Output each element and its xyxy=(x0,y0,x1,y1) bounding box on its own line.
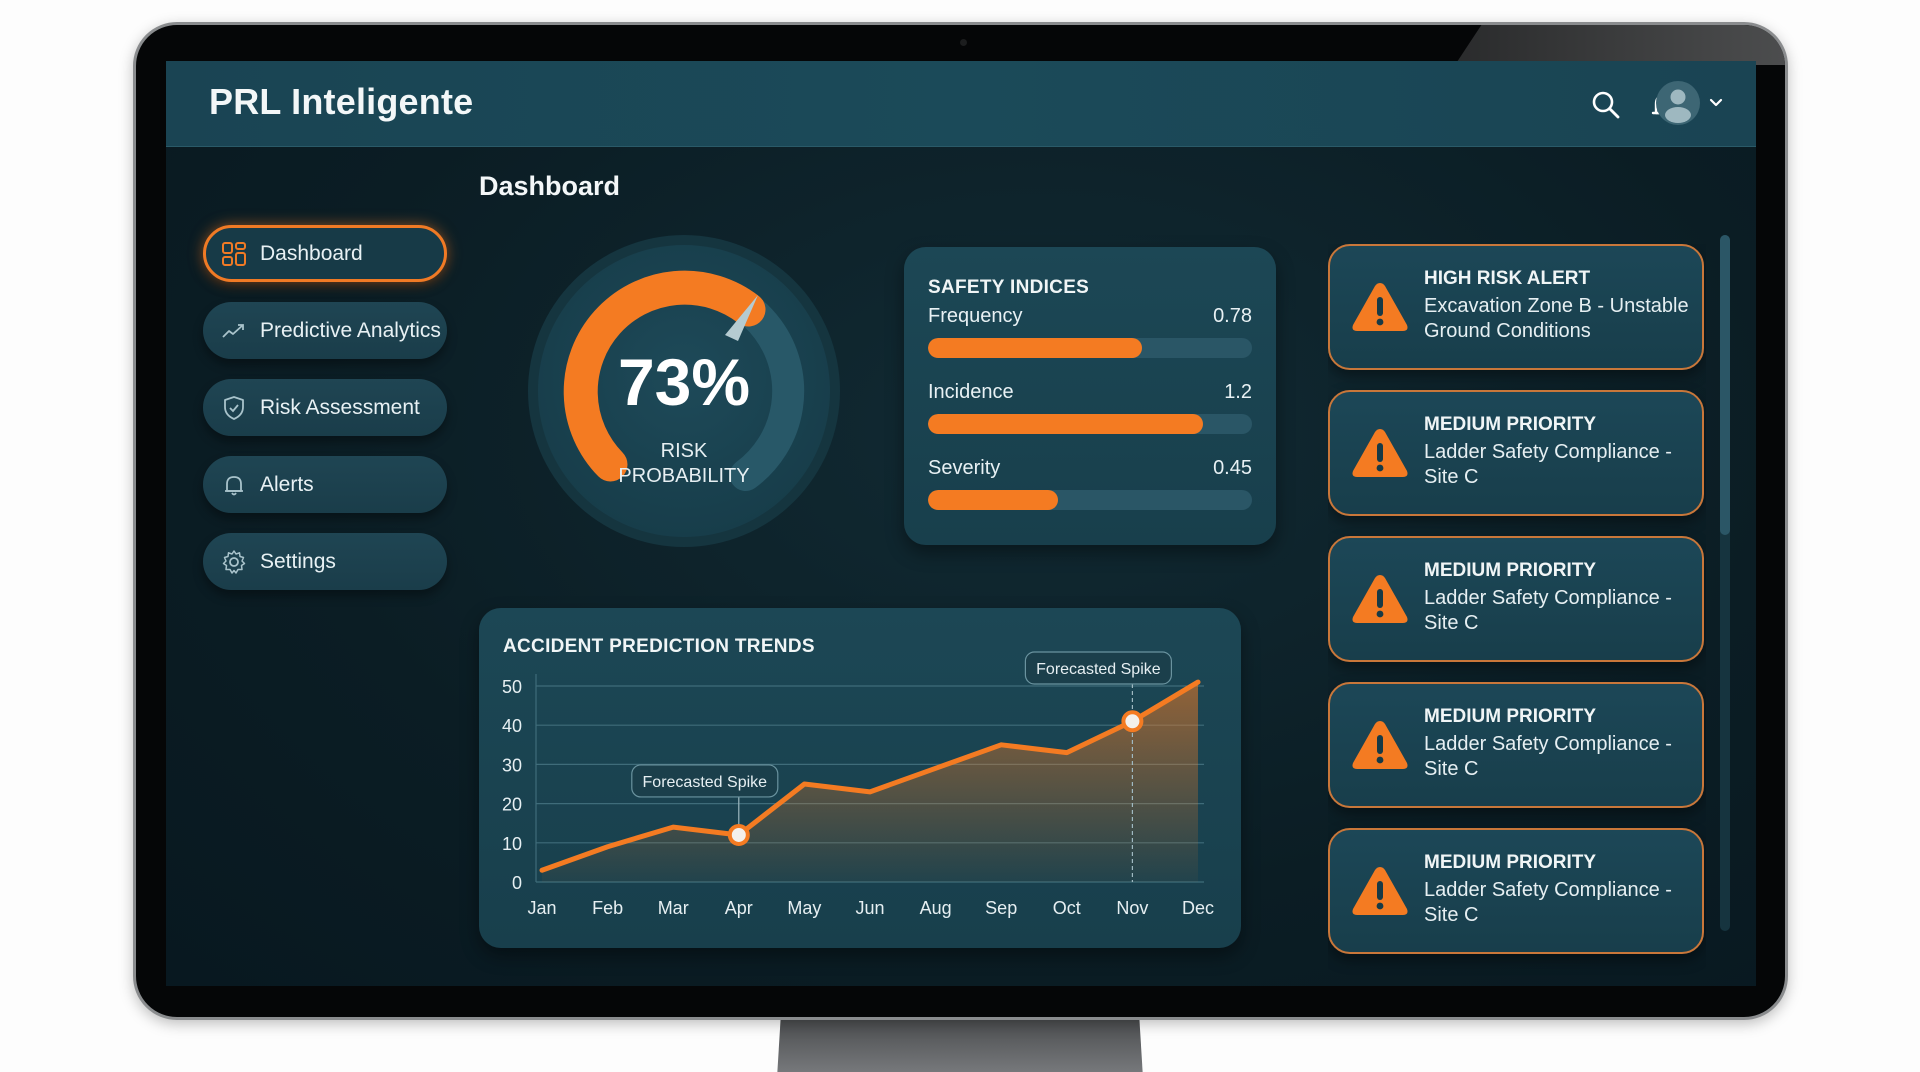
x-tick-label: Mar xyxy=(658,898,689,918)
annotation-tooltip xyxy=(1024,651,1173,685)
data-point-marker[interactable] xyxy=(727,823,750,846)
progress-fill xyxy=(928,414,1204,434)
progress-fill xyxy=(928,338,1142,358)
alert-title: HIGH RISK ALERT xyxy=(1424,268,1591,289)
sidebar-item-dashboard[interactable]: Dashboard xyxy=(203,225,447,282)
x-tick-label: Feb xyxy=(592,898,623,918)
warning-icon xyxy=(1352,429,1408,477)
index-label: Incidence xyxy=(928,381,1014,403)
alert-title: MEDIUM PRIORITY xyxy=(1424,560,1597,581)
annotation-label: Forecasted Spike xyxy=(1036,661,1161,678)
progress-bar xyxy=(928,338,1252,358)
trend-up-icon xyxy=(222,323,244,338)
x-tick-label: Jun xyxy=(855,898,884,918)
sidebar-nav: Dashboard Predictive Analytics Risk Asse… xyxy=(203,225,447,610)
alert-title: MEDIUM PRIORITY xyxy=(1424,852,1597,873)
alerts-list: HIGH RISK ALERT Excavation Zone B - Unsta… xyxy=(1328,244,1706,984)
alert-body: Excavation Zone B - Unstable Ground Cond… xyxy=(1424,295,1689,342)
chevron-down-icon[interactable] xyxy=(1706,93,1726,113)
index-row-incidence: Incidence 1.2 xyxy=(928,381,1252,434)
sidebar-item-risk-assessment[interactable]: Risk Assessment xyxy=(203,379,447,436)
safety-indices-title: SAFETY INDICES xyxy=(928,277,1090,298)
index-value: 0.45 xyxy=(1213,457,1252,479)
gauge-value: 73% xyxy=(618,345,750,419)
accident-prediction-trends-card: ACCIDENT PREDICTION TRENDS 0 10 20 30 40 50 Ja… xyxy=(479,608,1241,948)
index-label: Severity xyxy=(928,457,1001,479)
y-tick-label: 40 xyxy=(502,716,522,736)
warning-icon xyxy=(1352,867,1408,915)
annotation-label: Forecasted Spike xyxy=(643,774,768,791)
index-row-severity: Severity 0.45 xyxy=(928,457,1252,510)
y-tick-label: 30 xyxy=(502,755,522,775)
progress-fill xyxy=(928,490,1058,510)
bezel-glare xyxy=(1455,25,1785,65)
risk-probability-gauge: 73% RISK PROBABILITY xyxy=(526,233,842,549)
x-tick-label: Jan xyxy=(527,898,556,918)
top-header: PRL Inteligente xyxy=(166,61,1756,147)
warning-icon xyxy=(1352,575,1408,623)
x-tick-label: Nov xyxy=(1116,898,1148,918)
webcam xyxy=(960,39,967,46)
annotation-tooltip xyxy=(631,764,779,798)
monitor-stand xyxy=(777,1018,1143,1072)
index-label: Frequency xyxy=(928,305,1023,327)
warning-icon xyxy=(1352,283,1408,331)
alert-card[interactable]: MEDIUM PRIORITY Ladder Safety Compliance … xyxy=(1328,536,1704,662)
alerts-scrollbar[interactable] xyxy=(1720,235,1730,931)
x-tick-label: Dec xyxy=(1182,898,1214,918)
x-tick-label: May xyxy=(787,898,821,918)
index-row-frequency: Frequency 0.78 xyxy=(928,305,1252,358)
line-chart: 0 10 20 30 40 50 Jan Feb Mar Apr May Jun Aug Sep Oct No… xyxy=(502,651,1214,918)
chart-title: ACCIDENT PREDICTION TRENDS xyxy=(503,636,815,657)
y-tick-label: 50 xyxy=(502,677,522,697)
x-tick-label: Aug xyxy=(920,898,952,918)
x-tick-label: Apr xyxy=(725,898,753,918)
alert-title: MEDIUM PRIORITY xyxy=(1424,414,1597,435)
gear-icon xyxy=(222,549,246,574)
sidebar-item-label: Settings xyxy=(260,549,336,573)
x-tick-label: Sep xyxy=(985,898,1017,918)
alert-body: Ladder Safety Compliance - Site C xyxy=(1424,587,1672,634)
shield-check-icon xyxy=(224,395,244,420)
bell-icon xyxy=(225,475,243,495)
app-screen: PRL Inteligente Dashboard Dashboard xyxy=(166,61,1756,986)
progress-bar xyxy=(928,414,1252,434)
sidebar-item-alerts[interactable]: Alerts xyxy=(203,456,447,513)
app-title: PRL Inteligente xyxy=(209,81,474,122)
gauge-label-line2: PROBABILITY xyxy=(618,465,749,487)
progress-bar xyxy=(928,490,1252,510)
alert-card[interactable]: MEDIUM PRIORITY Ladder Safety Compliance … xyxy=(1328,390,1704,516)
avatar[interactable] xyxy=(1656,81,1700,125)
index-value: 0.78 xyxy=(1213,305,1252,327)
sidebar-item-label: Dashboard xyxy=(260,241,363,265)
grid-icon xyxy=(222,241,246,266)
y-tick-label: 0 xyxy=(512,873,522,893)
alert-card[interactable]: MEDIUM PRIORITY Ladder Safety Compliance … xyxy=(1328,682,1704,808)
x-tick-label: Oct xyxy=(1053,898,1081,918)
sidebar-item-settings[interactable]: Settings xyxy=(203,533,447,590)
monitor-frame: PRL Inteligente Dashboard Dashboard xyxy=(133,22,1788,1020)
sidebar-item-predictive-analytics[interactable]: Predictive Analytics xyxy=(203,302,447,359)
search-icon[interactable] xyxy=(1588,87,1624,123)
trend-line xyxy=(539,679,1201,873)
alert-card[interactable]: HIGH RISK ALERT Excavation Zone B - Unsta… xyxy=(1328,244,1704,370)
index-value: 1.2 xyxy=(1224,381,1252,403)
sidebar-item-label: Alerts xyxy=(260,472,314,496)
alert-card[interactable]: MEDIUM PRIORITY Ladder Safety Compliance … xyxy=(1328,828,1704,954)
warning-icon xyxy=(1352,721,1408,769)
y-tick-label: 20 xyxy=(502,795,522,815)
safety-indices-card: SAFETY INDICES Frequency 0.78 Incidence 1.… xyxy=(904,247,1276,545)
alert-body: Ladder Safety Compliance - Site C xyxy=(1424,441,1672,488)
page-title: Dashboard xyxy=(479,171,621,201)
y-tick-label: 10 xyxy=(502,834,522,854)
sidebar-item-label: Risk Assessment xyxy=(260,395,420,419)
scrollbar-thumb[interactable] xyxy=(1720,235,1730,535)
alert-body: Ladder Safety Compliance - Site C xyxy=(1424,879,1672,926)
data-point-marker[interactable] xyxy=(1121,710,1144,733)
gauge-label-line1: RISK xyxy=(661,440,708,462)
sidebar-item-label: Predictive Analytics xyxy=(260,318,441,342)
alert-body: Ladder Safety Compliance - Site C xyxy=(1424,733,1672,780)
alert-title: MEDIUM PRIORITY xyxy=(1424,706,1597,727)
